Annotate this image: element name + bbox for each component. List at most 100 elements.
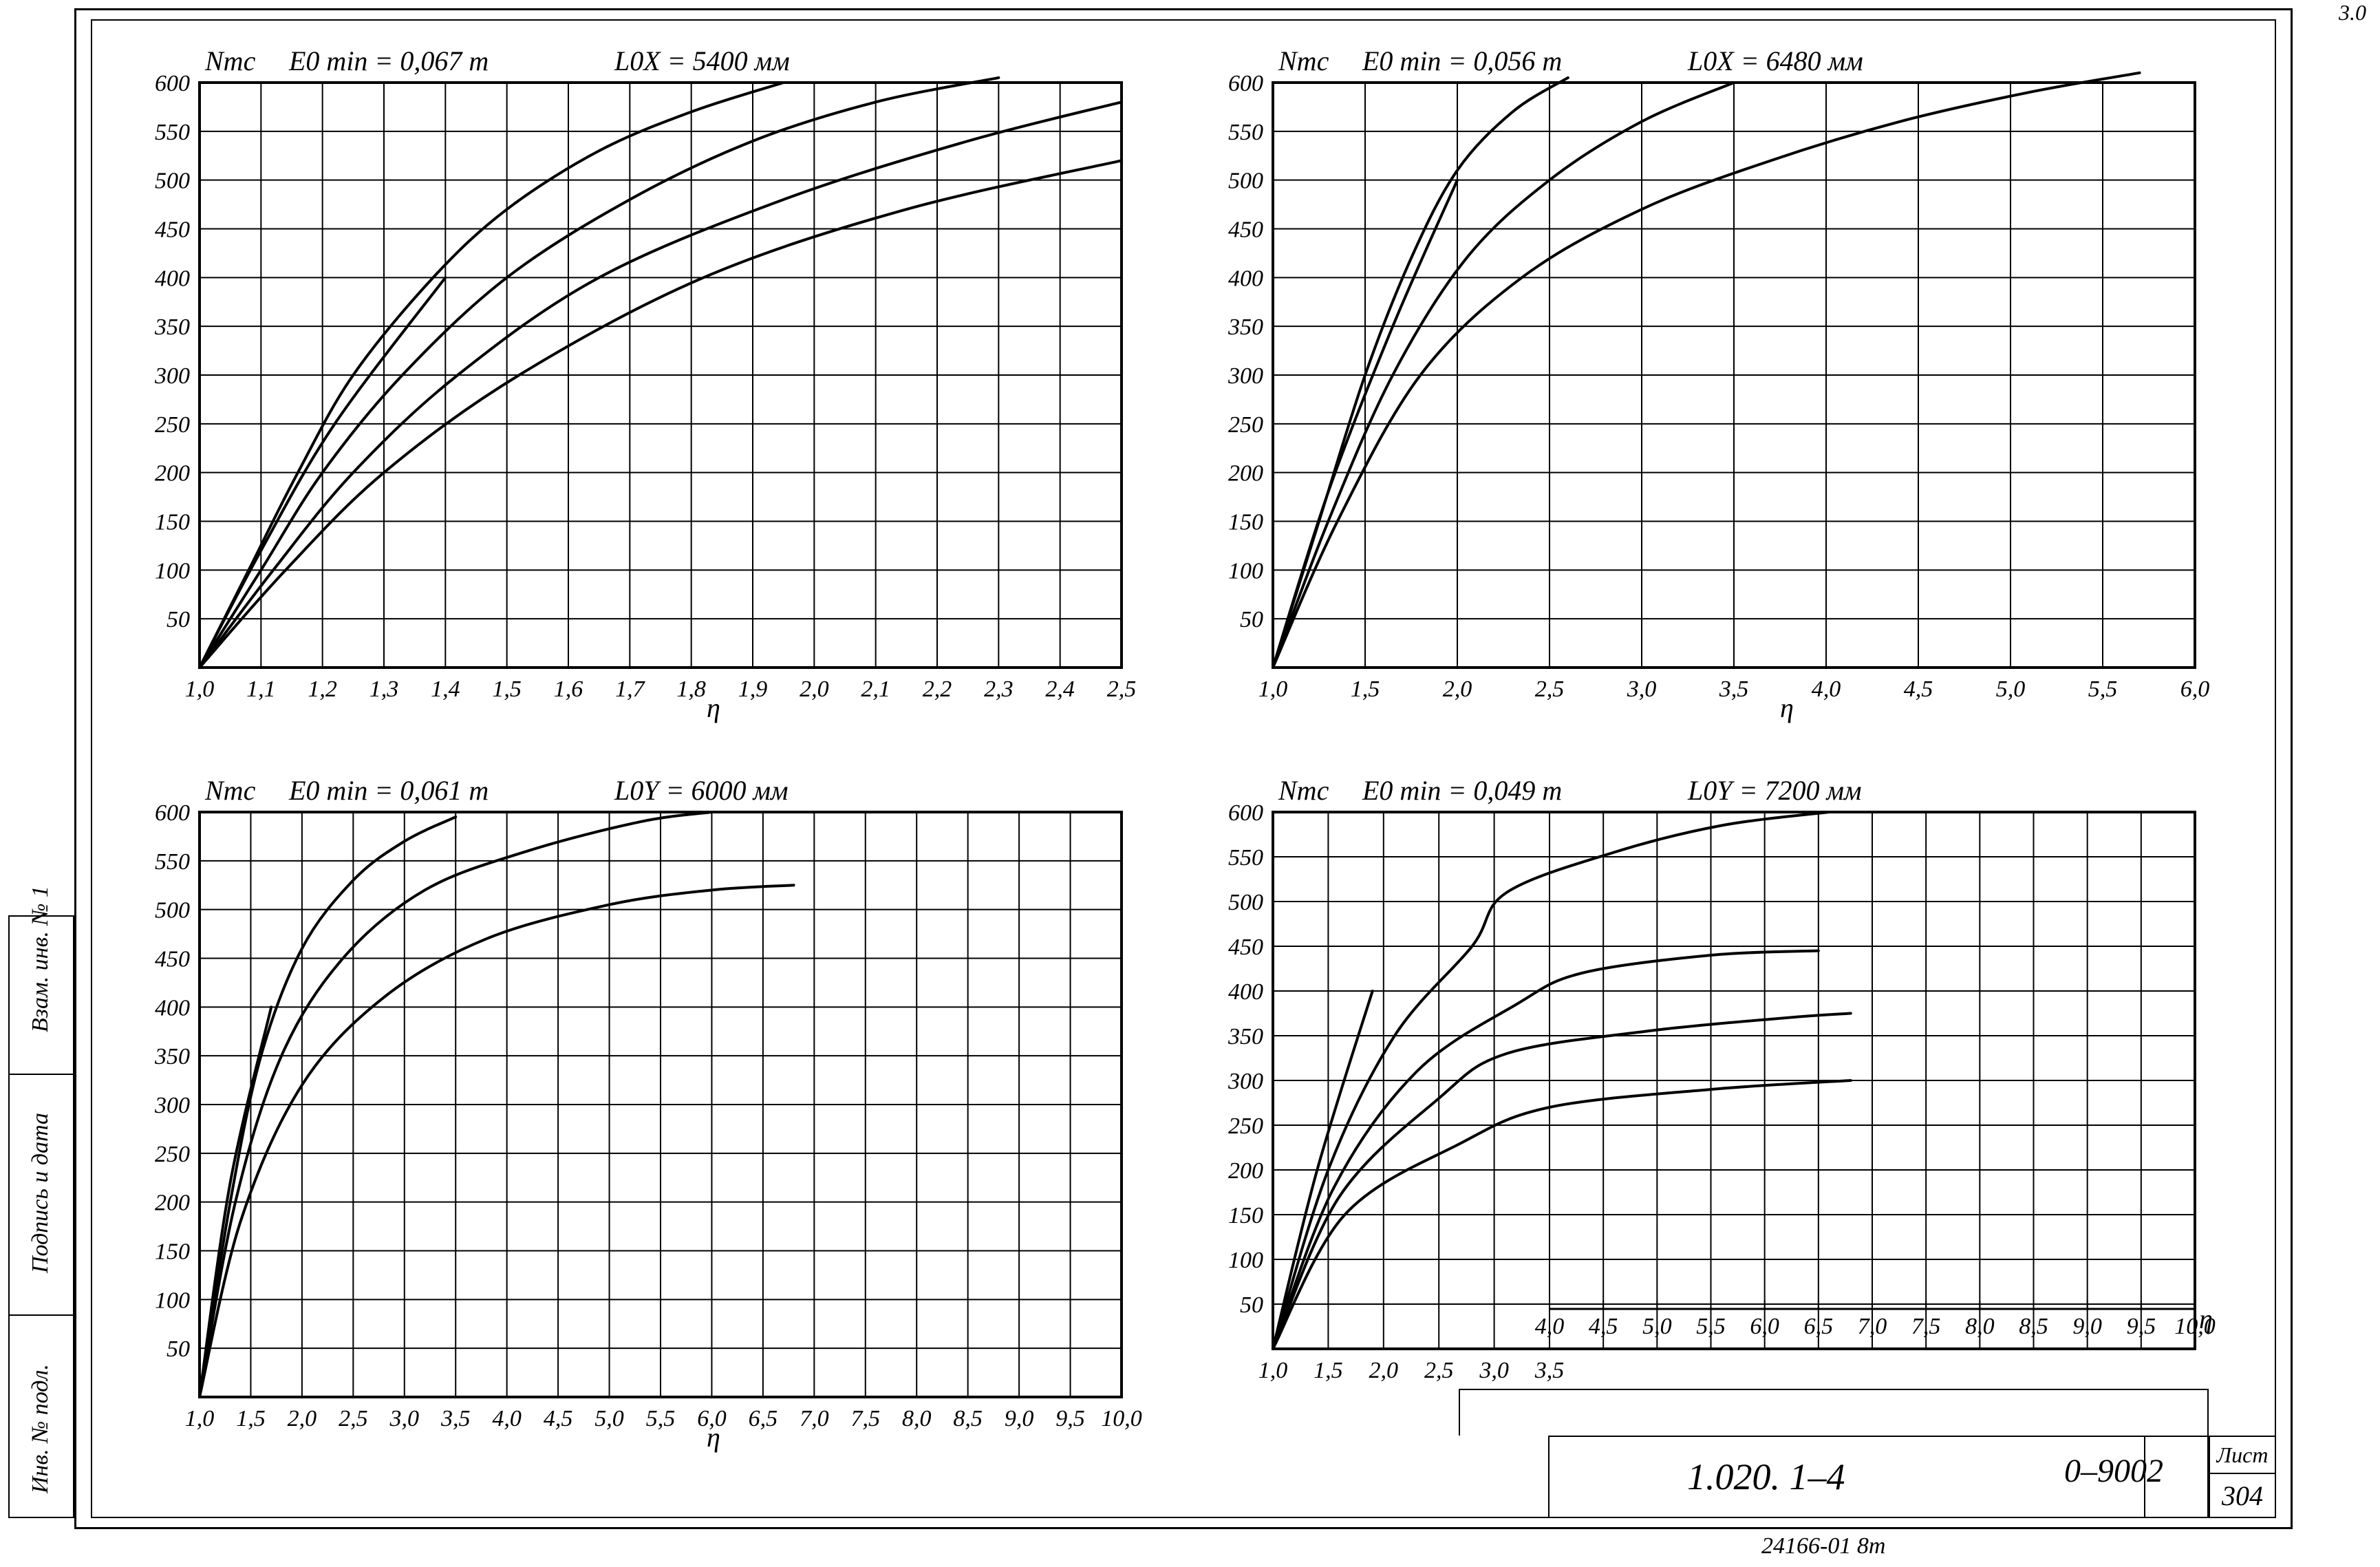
y-tick-label: 200: [1228, 461, 1263, 487]
y-tick-label: 550: [1228, 120, 1263, 145]
x-tick-label-secondary: 9,0: [2072, 1314, 2102, 1339]
x-tick-label-secondary: 8,0: [1965, 1314, 1995, 1339]
x-axis-label: η: [707, 692, 720, 723]
curve: [200, 102, 1122, 668]
y-axis-label: Nтс: [204, 45, 256, 76]
x-tick-label: 1,1: [246, 676, 276, 702]
y-tick-label: 400: [155, 266, 190, 291]
x-tick-label: 3,0: [389, 1406, 420, 1431]
y-tick-label: 250: [155, 412, 190, 438]
curve: [200, 817, 455, 1397]
x-tick-label: 7,0: [800, 1406, 829, 1431]
y-axis-label: Nтс: [1278, 775, 1329, 806]
y-tick-label: 50: [167, 607, 190, 632]
chart-top-right: 1,01,52,02,53,03,54,04,55,05,56,05010015…: [1211, 41, 2216, 736]
y-tick-label: 450: [1228, 935, 1263, 960]
y-tick-label: 150: [155, 510, 190, 535]
x-tick-label: 5,5: [2088, 676, 2118, 702]
x-tick-label: 1,7: [615, 676, 646, 702]
curve: [1273, 73, 2140, 668]
y-tick-label: 550: [155, 849, 190, 875]
y-tick-label: 400: [155, 995, 190, 1021]
chart-title-right: L0X = 6480 мм: [1687, 45, 1863, 76]
x-tick-label: 3,5: [1534, 1358, 1565, 1383]
x-tick-label: 6,0: [2180, 676, 2210, 702]
y-tick-label: 100: [155, 1288, 190, 1313]
chart-top-left: 1,01,11,21,31,41,51,61,71,81,92,02,12,22…: [138, 41, 1142, 736]
x-tick-label: 10,0: [1101, 1406, 1142, 1431]
side-column-div-1: [8, 1074, 74, 1075]
y-tick-label: 250: [1228, 412, 1263, 438]
x-tick-label-secondary: 7,5: [1911, 1314, 1941, 1339]
y-tick-label: 300: [154, 363, 190, 389]
y-tick-label: 200: [155, 461, 190, 487]
x-tick-label-secondary: 4,5: [1589, 1314, 1618, 1339]
y-tick-label: 350: [154, 1044, 190, 1069]
y-tick-label: 450: [1228, 217, 1263, 243]
x-tick-label: 8,0: [902, 1406, 932, 1431]
x-tick-label: 3,0: [1627, 676, 1657, 702]
x-tick-label: 1,0: [1258, 1358, 1288, 1383]
titleblock-sheet-label: Лист: [2217, 1442, 2269, 1468]
x-tick-label-secondary: 7,0: [1858, 1314, 1887, 1339]
x-tick-label-secondary: 6,5: [1804, 1314, 1834, 1339]
y-tick-label: 50: [167, 1336, 190, 1362]
footer-code: 24166-01 8т: [1761, 1533, 1885, 1559]
chart-title-right: L0X = 5400 мм: [614, 45, 790, 76]
x-axis-label: η: [707, 1422, 720, 1453]
y-tick-label: 200: [155, 1191, 190, 1216]
drawing-sheet: 3.0 Инв. № подл. Подпись и дата Взам. ин…: [0, 0, 2380, 1567]
x-tick-label: 2,0: [1369, 1358, 1399, 1383]
y-tick-label: 200: [1228, 1158, 1263, 1184]
side-column-div-2: [8, 1314, 74, 1316]
chart-bottom-left: 1,01,52,02,53,03,54,04,55,05,56,06,57,07…: [138, 771, 1142, 1466]
x-tick-label: 1,4: [431, 676, 460, 702]
y-tick-label: 50: [1240, 607, 1263, 632]
x-tick-label: 1,8: [676, 676, 706, 702]
x-tick-label: 1,2: [308, 676, 337, 702]
x-tick-label: 2,0: [800, 676, 829, 702]
y-tick-label: 350: [1227, 315, 1263, 340]
page-corner-number: 3.0: [2339, 0, 2366, 25]
chart-title-left: E0 min = 0,049 m: [1362, 775, 1562, 806]
y-tick-label: 150: [155, 1239, 190, 1265]
y-tick-label: 600: [155, 71, 190, 96]
x-tick-label-secondary: 9,5: [2127, 1314, 2156, 1339]
x-tick-label: 2,0: [288, 1406, 317, 1431]
x-tick-label: 9,5: [1055, 1406, 1085, 1431]
curve: [1273, 78, 1568, 668]
y-tick-label: 400: [1228, 266, 1263, 291]
y-tick-label: 350: [1227, 1024, 1263, 1049]
x-tick-label: 5,5: [646, 1406, 676, 1431]
x-tick-label: 8,5: [953, 1406, 983, 1431]
y-tick-label: 100: [1228, 1248, 1263, 1273]
y-tick-label: 250: [1228, 1113, 1263, 1139]
y-tick-label: 550: [155, 120, 190, 145]
x-tick-label: 1,5: [492, 676, 522, 702]
y-tick-label: 250: [155, 1142, 190, 1167]
x-tick-label-secondary: 5,0: [1642, 1314, 1672, 1339]
y-tick-label: 500: [1228, 169, 1263, 194]
titleblock-sheetnum-cell: 304: [2209, 1473, 2276, 1518]
y-tick-label: 100: [1228, 558, 1263, 584]
titleblock-sheetlabel-cell: Лист: [2209, 1436, 2276, 1474]
x-tick-label-secondary: 6,0: [1750, 1314, 1779, 1339]
y-tick-label: 500: [1228, 890, 1263, 915]
titleblock-code: 0–9002: [2064, 1452, 2163, 1490]
titleblock-main: 1.020. 1–4: [1548, 1436, 2145, 1518]
curve: [1273, 951, 1819, 1350]
x-tick-label: 1,5: [1314, 1358, 1343, 1383]
x-tick-label: 3,0: [1479, 1358, 1509, 1383]
x-tick-label: 2,5: [1535, 676, 1565, 702]
y-tick-label: 600: [155, 800, 190, 826]
x-tick-label-secondary: 5,5: [1696, 1314, 1726, 1339]
x-tick-label: 2,1: [861, 676, 890, 702]
y-tick-label: 550: [1228, 845, 1263, 871]
x-tick-label: 5,0: [1996, 676, 2026, 702]
chart-title-left: E0 min = 0,061 m: [288, 775, 489, 806]
x-tick-label: 1,0: [185, 1406, 215, 1431]
y-tick-label: 150: [1228, 510, 1263, 535]
x-tick-label: 2,5: [1424, 1358, 1454, 1383]
x-tick-label-secondary: 4,0: [1535, 1314, 1565, 1339]
chart-title-right: L0Y = 6000 мм: [614, 775, 789, 806]
